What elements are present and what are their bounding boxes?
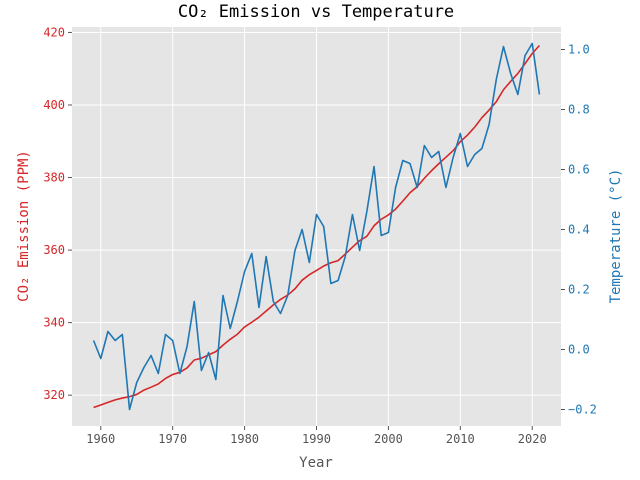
right-y-tick-label: 0.0 [568, 343, 590, 357]
x-tick-label: 1990 [302, 432, 331, 446]
x-tick-label: 2010 [446, 432, 475, 446]
x-axis: 1960 1970 1980 1990 2000 2010 2020 [86, 426, 547, 446]
chart-title: CO₂ Emission vs Temperature [178, 2, 454, 22]
left-y-tick-label: 400 [43, 98, 65, 112]
co2-line [93, 44, 541, 409]
left-y-axis-label: CO₂ Emission (PPM) [16, 150, 32, 302]
right-y-tick-label: 0.6 [568, 163, 590, 177]
left-y-tick-label: 360 [43, 243, 65, 257]
left-y-axis: 320 340 360 380 400 420 [43, 25, 72, 402]
right-y-axis: −0.2 0.0 0.2 0.4 0.6 0.8 1.0 [561, 43, 597, 417]
right-y-tick-label: 0.8 [568, 103, 590, 117]
right-y-tick-label: −0.2 [568, 403, 597, 417]
temperature-line [92, 42, 541, 411]
right-y-tick-label: 0.4 [568, 223, 590, 237]
x-tick-label: 1980 [230, 432, 259, 446]
left-y-tick-label: 380 [43, 171, 65, 185]
left-y-tick-label: 320 [43, 388, 65, 402]
left-y-tick-label: 420 [43, 25, 65, 39]
left-y-tick-label: 340 [43, 316, 65, 330]
series-layer [92, 42, 541, 411]
x-tick-label: 1970 [158, 432, 187, 446]
x-tick-label: 2000 [374, 432, 403, 446]
right-y-tick-label: 1.0 [568, 43, 590, 57]
x-gridlines [100, 27, 533, 426]
right-y-tick-label: 0.2 [568, 283, 590, 297]
x-axis-label: Year [299, 455, 333, 471]
right-y-axis-label: Temperature (°C) [608, 169, 624, 304]
x-tick-label: 2020 [518, 432, 547, 446]
y-gridlines [72, 31, 561, 396]
x-tick-label: 1960 [86, 432, 115, 446]
